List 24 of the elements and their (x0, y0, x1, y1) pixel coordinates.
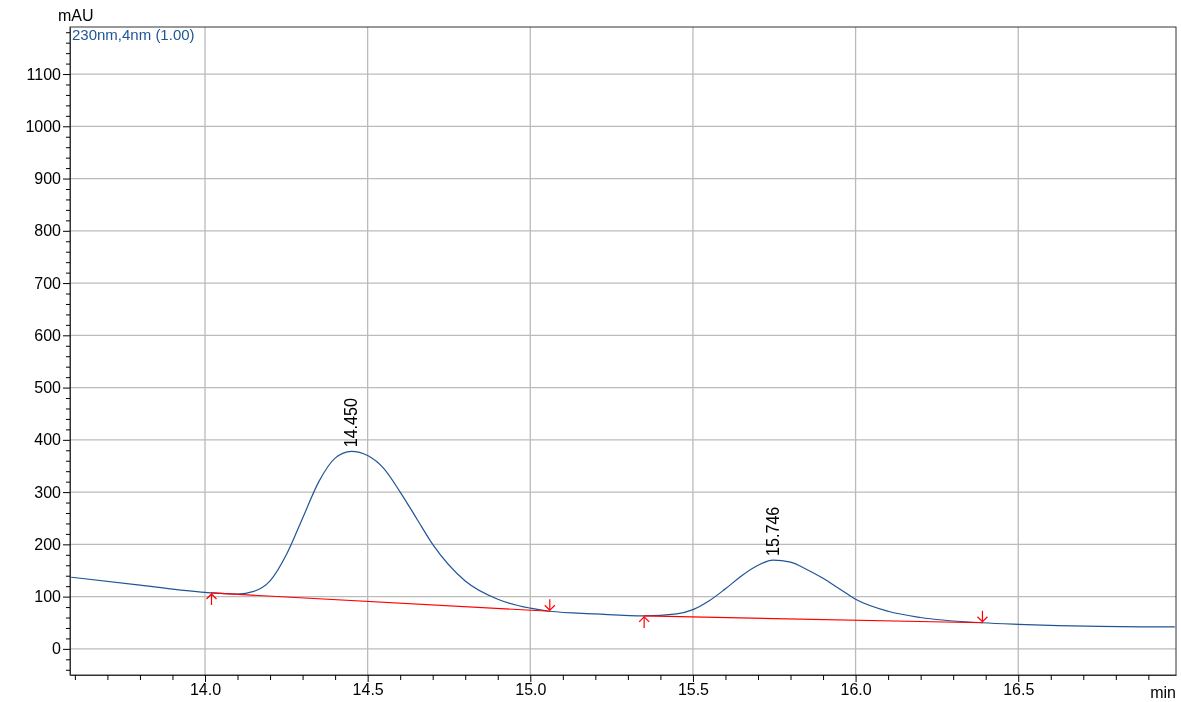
x-tick-label: 16.0 (840, 681, 872, 699)
x-tick-label: 16.5 (1003, 681, 1035, 699)
x-tick-label: 15.5 (677, 681, 710, 699)
y-tick-label: 300 (34, 483, 62, 501)
annotation: 14.450 (340, 397, 362, 448)
x-axis-title: min (1150, 684, 1176, 701)
y-tick-label: 800 (34, 222, 62, 240)
y-tick-label: 1000 (25, 117, 62, 135)
y-tick-label: 200 (34, 535, 62, 553)
y-tick-label: 600 (34, 326, 62, 344)
y-tick-label: 700 (34, 274, 62, 292)
y-tick-label: 400 (34, 431, 62, 449)
y-tick-label: 1100 (26, 65, 62, 83)
x-tick-label: 14.0 (189, 681, 222, 699)
x-tick-label: 15.0 (515, 681, 547, 699)
y-axis-title: mAU (58, 7, 94, 24)
y-tick-label: 0 (52, 640, 62, 658)
annotation: 15.746 (761, 506, 784, 557)
text: 230nm,4nm (1.00) (72, 26, 195, 43)
line-series (71, 450, 1175, 628)
y-tick-label: 100 (34, 588, 62, 606)
y-tick-label: 900 (34, 170, 62, 188)
y-tick-label: 500 (34, 379, 62, 397)
x-tick-label: 14.5 (352, 681, 384, 699)
